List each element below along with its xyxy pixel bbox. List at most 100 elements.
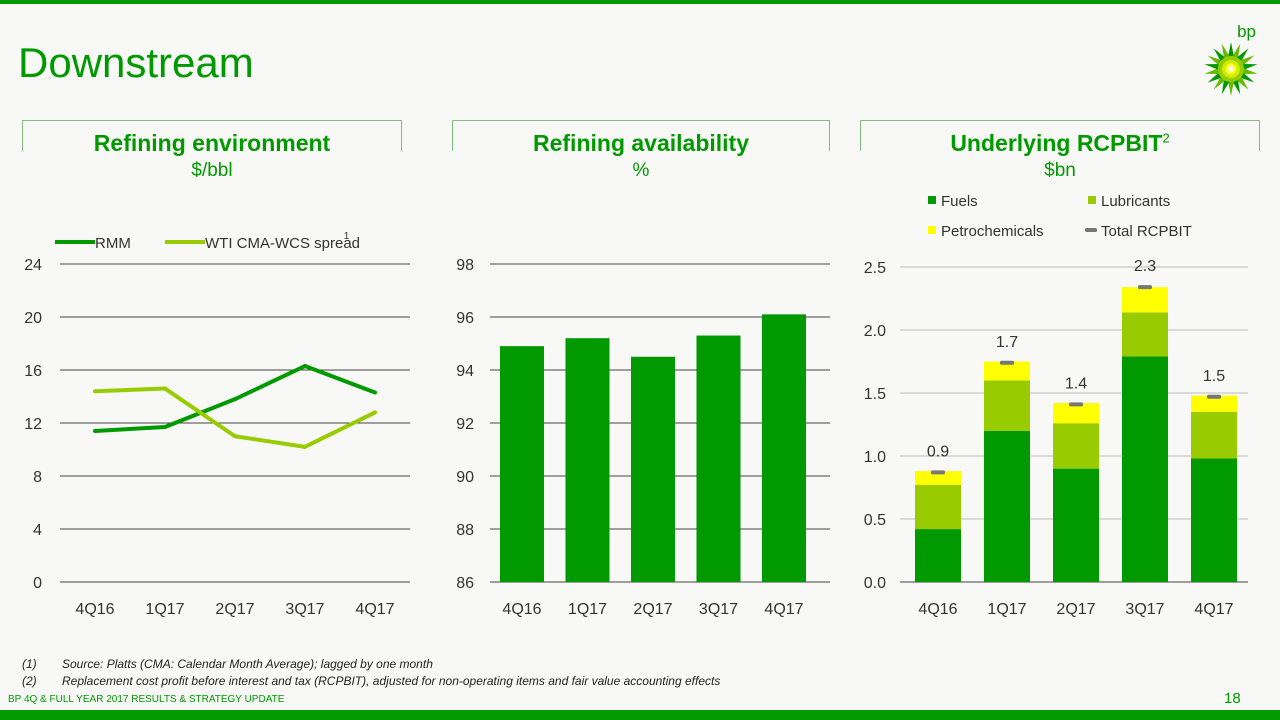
logo-ray bbox=[1221, 79, 1230, 95]
logo-ray bbox=[1213, 48, 1226, 62]
data-point bbox=[233, 397, 237, 402]
total-data-label: 1.7 bbox=[996, 334, 1018, 351]
data-point bbox=[233, 434, 237, 439]
bar-segment-lubricants bbox=[1122, 312, 1168, 357]
bar-segment-petrochemicals bbox=[1191, 395, 1237, 412]
data-point bbox=[303, 444, 307, 449]
y-tick-label: 8 bbox=[33, 469, 42, 486]
logo-ray bbox=[1204, 63, 1220, 70]
total-data-label: 1.4 bbox=[1065, 375, 1087, 392]
x-tick-label: 4Q17 bbox=[1194, 601, 1233, 618]
y-tick-label: 0 bbox=[33, 575, 42, 592]
total-data-label: 1.5 bbox=[1203, 368, 1225, 385]
panel-frame-availability bbox=[452, 120, 830, 151]
bar-segment-petrochemicals bbox=[915, 471, 961, 485]
logo-ray bbox=[1232, 79, 1241, 95]
bar bbox=[631, 356, 675, 582]
y-tick-label: 20 bbox=[24, 310, 42, 327]
logo-ray bbox=[1236, 76, 1249, 90]
legend-label: Petrochemicals bbox=[941, 223, 1044, 240]
logo-ray bbox=[1228, 42, 1234, 57]
panel-title-rcpbit: Underlying RCPBIT2 bbox=[950, 130, 1170, 156]
bar-segment-fuels bbox=[984, 430, 1030, 582]
bar-segment-lubricants bbox=[915, 484, 961, 530]
logo-ray bbox=[1213, 76, 1226, 90]
logo-ray bbox=[1242, 63, 1258, 70]
logo-ray bbox=[1236, 48, 1249, 62]
x-tick-label: 2Q17 bbox=[1056, 601, 1095, 618]
y-tick-label: 88 bbox=[456, 522, 474, 539]
logo-text: bp bbox=[1237, 22, 1256, 41]
bar-segment-fuels bbox=[1053, 468, 1099, 582]
page-number: 18 bbox=[1224, 690, 1241, 707]
y-tick-label: 2.0 bbox=[864, 323, 886, 340]
legend-label: Fuels bbox=[941, 193, 978, 210]
x-tick-label: 4Q16 bbox=[502, 601, 541, 618]
total-marker bbox=[931, 470, 945, 475]
y-tick-label: 98 bbox=[456, 257, 474, 274]
helios-icon bbox=[1204, 42, 1258, 96]
data-point bbox=[373, 410, 377, 415]
logo-ray bbox=[1242, 68, 1258, 75]
x-tick-label: 1Q17 bbox=[568, 601, 607, 618]
logo-ray bbox=[1204, 68, 1220, 75]
brand-footer: BP 4Q & FULL YEAR 2017 RESULTS & STRATEG… bbox=[8, 694, 285, 705]
data-point bbox=[163, 386, 167, 391]
bar bbox=[565, 338, 610, 582]
bar-segment-lubricants bbox=[1053, 423, 1099, 469]
footnote-2: (2) Replacement cost profit before intere… bbox=[22, 674, 721, 688]
bp-logo: bp bbox=[1198, 20, 1268, 100]
logo-ray bbox=[1239, 72, 1255, 83]
y-tick-label: 12 bbox=[24, 416, 42, 433]
legend-label: Lubricants bbox=[1101, 193, 1170, 210]
bar bbox=[696, 335, 741, 582]
panel-unit-rcpbit: $bn bbox=[1044, 160, 1076, 181]
logo-ray bbox=[1228, 81, 1234, 96]
top-accent-bar bbox=[0, 0, 1280, 4]
x-tick-label: 3Q17 bbox=[1125, 601, 1164, 618]
data-point bbox=[93, 389, 97, 394]
bar-segment-fuels bbox=[915, 529, 961, 582]
footnote-1: (1) Source: Platts (CMA: Calendar Month A… bbox=[22, 657, 433, 671]
y-tick-label: 92 bbox=[456, 416, 474, 433]
y-tick-label: 4 bbox=[33, 522, 42, 539]
bar-segment-petrochemicals bbox=[1122, 287, 1168, 313]
total-marker bbox=[1069, 402, 1083, 407]
y-tick-label: 16 bbox=[24, 363, 42, 380]
total-marker bbox=[1207, 394, 1221, 399]
bar bbox=[762, 314, 806, 582]
logo-ray bbox=[1239, 55, 1255, 66]
data-point bbox=[93, 428, 97, 433]
y-tick-label: 0.0 bbox=[864, 575, 886, 592]
x-tick-label: 1Q17 bbox=[987, 601, 1026, 618]
y-tick-label: 1.5 bbox=[864, 386, 886, 403]
logo-ray bbox=[1207, 55, 1223, 66]
panel-unit-environment: $/bbl bbox=[191, 160, 233, 181]
legend-swatch bbox=[1085, 228, 1097, 232]
legend-swatch bbox=[928, 196, 936, 204]
legend-label: RMM bbox=[95, 235, 131, 252]
slide-title: Downstream bbox=[18, 39, 254, 86]
bottom-accent-bar bbox=[0, 710, 1280, 720]
y-tick-label: 96 bbox=[456, 310, 474, 327]
data-point bbox=[373, 390, 377, 395]
y-tick-label: 1.0 bbox=[864, 449, 886, 466]
total-data-label: 0.9 bbox=[927, 443, 949, 460]
bar-segment-fuels bbox=[1122, 356, 1168, 582]
logo-ray bbox=[1232, 43, 1241, 59]
panel-unit-availability: % bbox=[632, 160, 650, 181]
logo-ray bbox=[1221, 43, 1230, 59]
panel-title-availability: Refining availability bbox=[533, 130, 749, 156]
x-tick-label: 4Q17 bbox=[764, 601, 803, 618]
charts-canvas: 0 4 8 12 16 20 24 4Q16 1Q17 2Q17 3Q17 4Q17 RMM WTI CM… bbox=[24, 193, 1248, 618]
logo-ray bbox=[1207, 72, 1223, 83]
x-tick-label: 1Q17 bbox=[145, 601, 184, 618]
total-marker bbox=[1138, 285, 1152, 290]
panel-title-environment: Refining environment bbox=[93, 130, 331, 156]
legend-swatch bbox=[928, 226, 936, 234]
y-tick-label: 90 bbox=[456, 469, 474, 486]
panel-frame-rcpbit bbox=[860, 120, 1260, 151]
bar-segment-petrochemicals bbox=[984, 361, 1030, 381]
bar-segment-lubricants bbox=[1191, 411, 1237, 459]
x-tick-label: 4Q16 bbox=[918, 601, 957, 618]
